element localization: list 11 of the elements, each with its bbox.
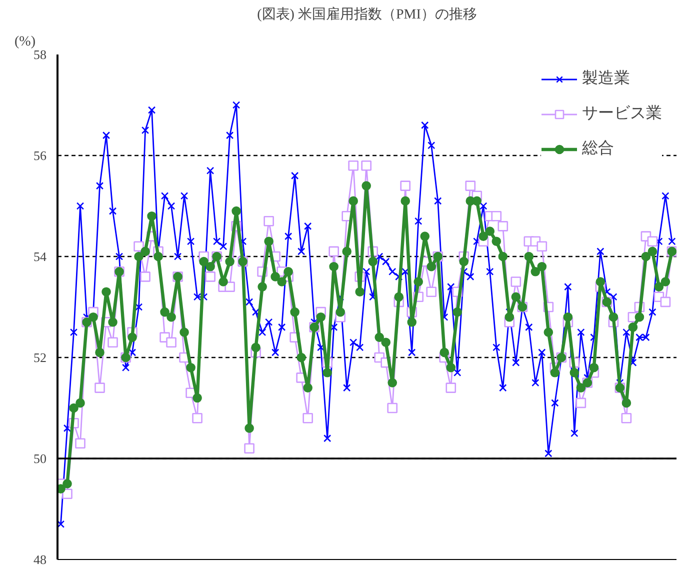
y-tick-label: 54 [34,249,47,264]
y-tick-label: 50 [34,451,46,466]
legend-label: サービス業 [582,104,662,124]
y-axis-title: (%) [14,34,36,50]
y-tick-label: 52 [34,350,46,365]
y-tick-label: 56 [34,148,47,163]
chart-title: (図表) 米国雇用指数（PMI）の推移 [257,6,477,22]
y-tick-label: 48 [34,552,46,567]
legend-label: 製造業 [582,68,630,89]
y-tick-label: 58 [34,47,46,62]
legend-label: 総合 [582,139,614,159]
